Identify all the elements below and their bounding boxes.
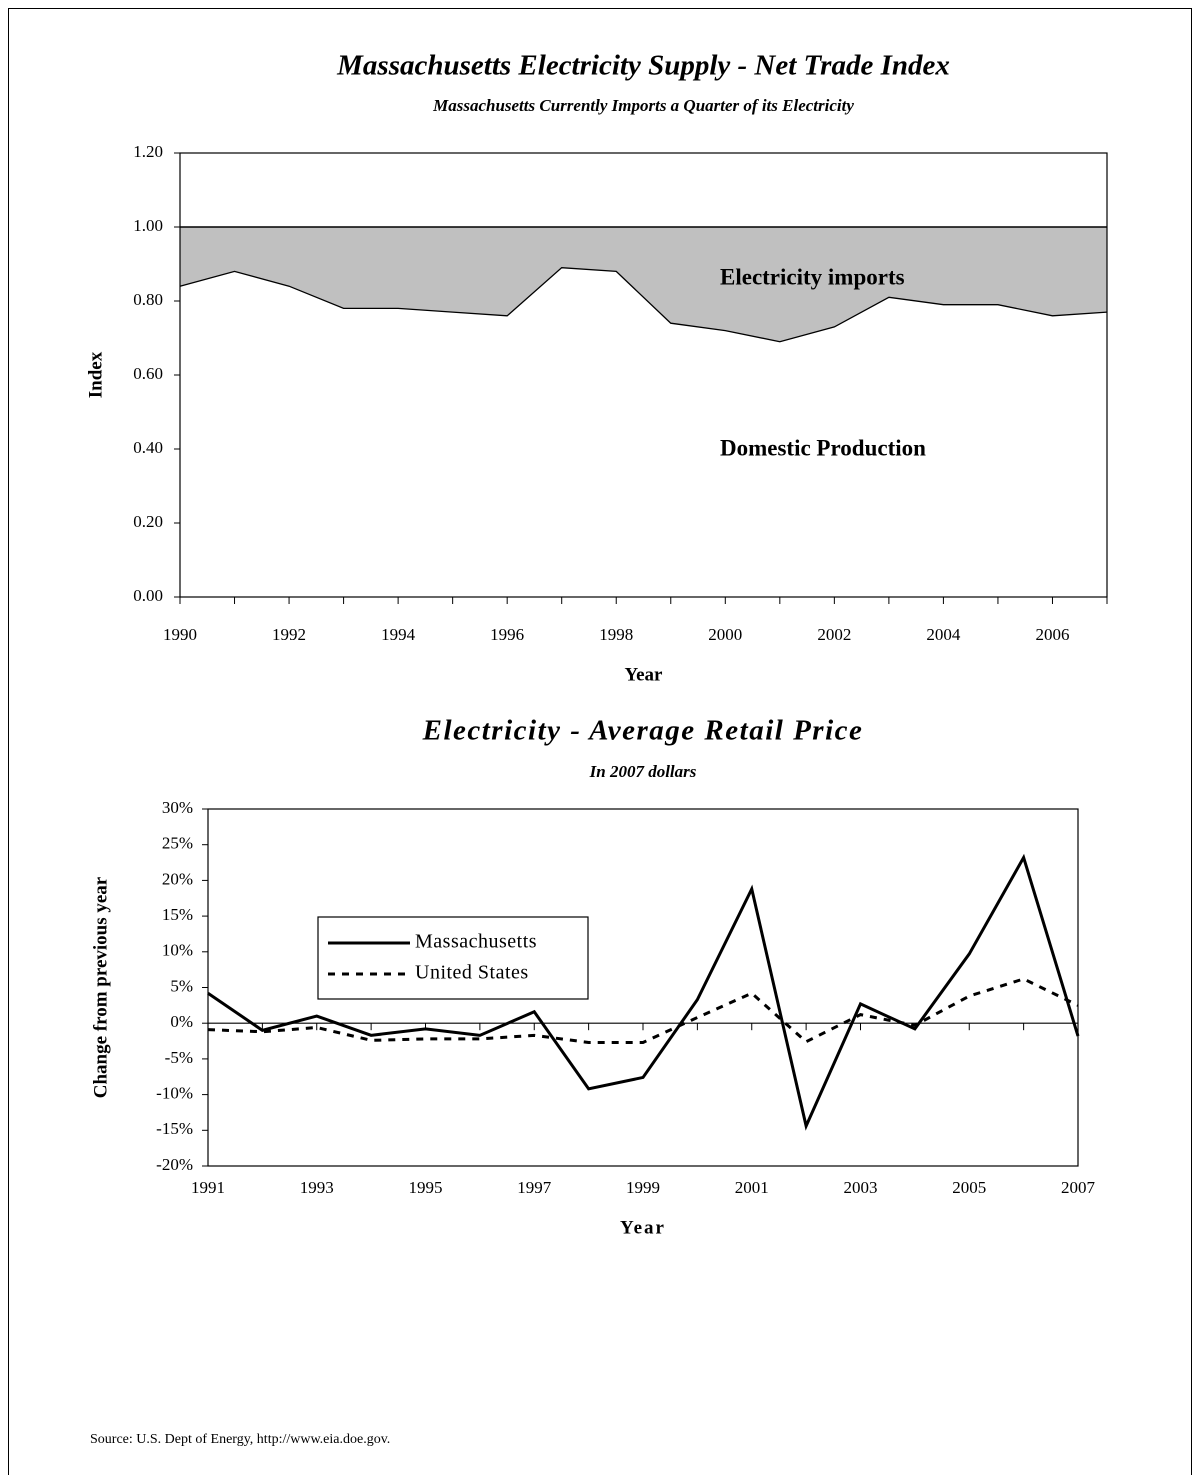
source-note: Source: U.S. Dept of Energy, http://www.… bbox=[90, 1432, 390, 1447]
chart-subtitle: Massachusetts Currently Imports a Quarte… bbox=[432, 96, 854, 115]
x-tick-label: 1992 bbox=[272, 625, 306, 644]
x-tick-label: 1998 bbox=[599, 625, 633, 644]
y-tick-label: 30% bbox=[162, 798, 193, 817]
x-tick-label: 1999 bbox=[626, 1178, 660, 1197]
legend-label: United States bbox=[415, 962, 529, 984]
y-tick-label: 1.20 bbox=[133, 142, 163, 161]
x-tick-label: 2005 bbox=[952, 1178, 986, 1197]
index-line bbox=[179, 267, 1108, 343]
chart-subtitle: In 2007 dollars bbox=[589, 762, 697, 781]
x-tick-label: 2001 bbox=[735, 1178, 769, 1197]
y-tick-label: 0.80 bbox=[133, 290, 163, 309]
chart-title: Electricity - Average Retail Price bbox=[422, 715, 864, 747]
y-axis-title: Change from previous year bbox=[90, 876, 111, 1098]
x-tick-label: 1990 bbox=[163, 625, 197, 644]
y-axis-title: Index bbox=[85, 351, 106, 398]
y-tick-label: 0.00 bbox=[133, 586, 163, 605]
x-tick-label: 2004 bbox=[926, 625, 961, 644]
annotation: Domestic Production bbox=[720, 435, 926, 460]
x-tick-label: 1991 bbox=[191, 1178, 225, 1197]
x-tick-label: 2007 bbox=[1061, 1178, 1096, 1197]
series-line bbox=[207, 977, 1079, 1044]
y-tick-label: 15% bbox=[162, 905, 193, 924]
y-tick-label: 1.00 bbox=[133, 216, 163, 235]
x-tick-label: 2000 bbox=[708, 625, 742, 644]
plot-frame bbox=[179, 152, 1108, 598]
legend: Massachusetts United States bbox=[317, 916, 589, 1000]
x-tick-label: 2006 bbox=[1035, 625, 1069, 644]
y-tick-label: 0.60 bbox=[133, 364, 163, 383]
x-tick-label: 1997 bbox=[517, 1178, 552, 1197]
imports-area bbox=[180, 227, 1107, 342]
y-tick-label: -10% bbox=[156, 1084, 193, 1103]
y-tick-label: -20% bbox=[156, 1155, 193, 1174]
legend-label: Massachusetts bbox=[415, 931, 537, 953]
y-tick-label: 0.20 bbox=[133, 512, 163, 531]
x-axis-title: Year bbox=[625, 664, 664, 685]
y-tick-label: 20% bbox=[162, 869, 193, 888]
y-tick-label: -5% bbox=[165, 1048, 193, 1067]
y-tick-label: 10% bbox=[162, 941, 193, 960]
page-border bbox=[8, 8, 1192, 1475]
x-tick-label: 1996 bbox=[490, 625, 524, 644]
x-tick-label: 1993 bbox=[300, 1178, 334, 1197]
y-tick-label: 5% bbox=[170, 976, 193, 995]
chart-title: Massachusetts Electricity Supply - Net T… bbox=[336, 50, 950, 82]
y-tick-label: 25% bbox=[162, 834, 193, 853]
x-tick-label: 1994 bbox=[381, 625, 416, 644]
y-tick-label: -15% bbox=[156, 1119, 193, 1138]
y-tick-label: 0.40 bbox=[133, 438, 163, 457]
x-tick-label: 1995 bbox=[409, 1178, 443, 1197]
legend-box bbox=[317, 916, 589, 1000]
x-axis-title: Year bbox=[620, 1217, 666, 1238]
x-tick-label: 2003 bbox=[844, 1178, 878, 1197]
series-line bbox=[207, 853, 1080, 1131]
annotation: Electricity imports bbox=[720, 264, 905, 289]
x-tick-label: 2002 bbox=[817, 625, 851, 644]
y-tick-label: 0% bbox=[170, 1012, 193, 1031]
